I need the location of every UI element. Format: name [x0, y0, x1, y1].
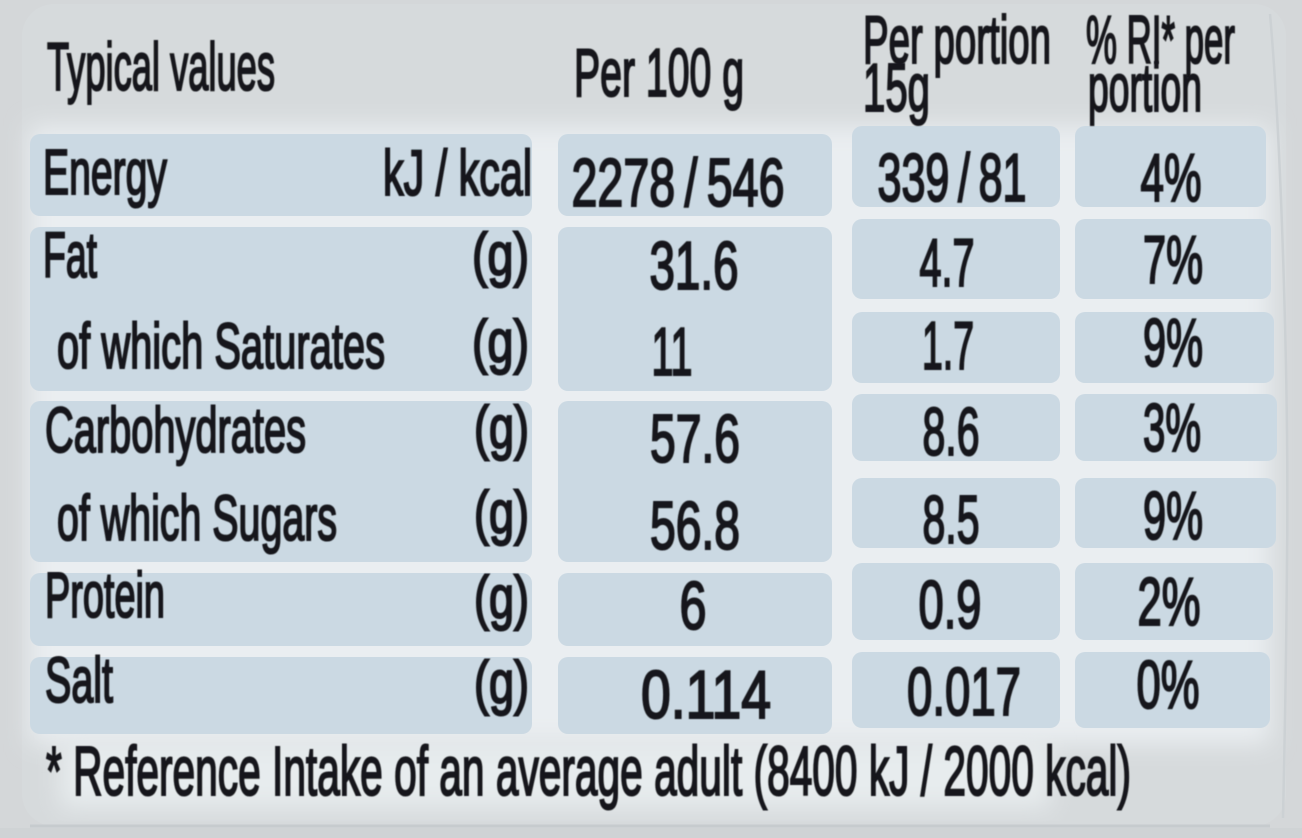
- svg-text:0.114: 0.114: [641, 657, 771, 733]
- svg-text:11: 11: [652, 314, 693, 390]
- svg-text:8.5: 8.5: [923, 482, 980, 558]
- svg-text:(g): (g): [472, 221, 529, 288]
- svg-text:0.9: 0.9: [919, 567, 982, 643]
- svg-text:57.6: 57.6: [650, 401, 740, 477]
- svg-text:56.8: 56.8: [650, 488, 740, 564]
- svg-text:Salt: Salt: [45, 644, 113, 716]
- svg-text:6: 6: [680, 568, 707, 644]
- svg-text:4%: 4%: [1141, 140, 1202, 216]
- svg-text:(g): (g): [474, 564, 529, 631]
- svg-text:(g): (g): [474, 394, 529, 461]
- svg-text:15g: 15g: [863, 50, 930, 126]
- svg-text:(g): (g): [472, 308, 529, 375]
- svg-text:0%: 0%: [1137, 647, 1200, 723]
- svg-text:7%: 7%: [1143, 222, 1203, 298]
- svg-text:8.6: 8.6: [923, 394, 980, 470]
- svg-text:kJ / kcal: kJ / kcal: [383, 137, 532, 209]
- svg-text:Protein: Protein: [45, 559, 165, 631]
- svg-text:2%: 2%: [1138, 564, 1201, 640]
- svg-text:* Reference Intake of an avera: * Reference Intake of an average adult (…: [46, 732, 1131, 810]
- svg-text:4.7: 4.7: [920, 225, 975, 301]
- svg-text:of which Saturates: of which Saturates: [57, 310, 385, 382]
- svg-text:% RI* per: % RI* per: [1086, 2, 1235, 78]
- svg-text:Typical values: Typical values: [47, 29, 275, 105]
- svg-text:9%: 9%: [1143, 305, 1203, 381]
- svg-text:Per 100 g: Per 100 g: [574, 35, 744, 111]
- svg-text:Energy: Energy: [43, 136, 167, 208]
- svg-text:(g): (g): [474, 479, 529, 546]
- svg-text:(g): (g): [474, 649, 529, 716]
- svg-text:339 / 81: 339 / 81: [878, 140, 1027, 216]
- svg-text:2278 / 546: 2278 / 546: [572, 145, 785, 221]
- svg-text:Fat: Fat: [43, 219, 97, 291]
- svg-text:portion: portion: [1088, 50, 1202, 126]
- svg-text:of which Sugars: of which Sugars: [57, 482, 337, 554]
- svg-text:1.7: 1.7: [922, 308, 974, 384]
- svg-text:3%: 3%: [1143, 390, 1201, 466]
- svg-text:Carbohydrates: Carbohydrates: [45, 394, 306, 466]
- svg-text:0.017: 0.017: [907, 654, 1021, 730]
- svg-text:Per portion: Per portion: [863, 2, 1051, 78]
- svg-text:31.6: 31.6: [650, 228, 739, 304]
- svg-text:9%: 9%: [1143, 478, 1203, 554]
